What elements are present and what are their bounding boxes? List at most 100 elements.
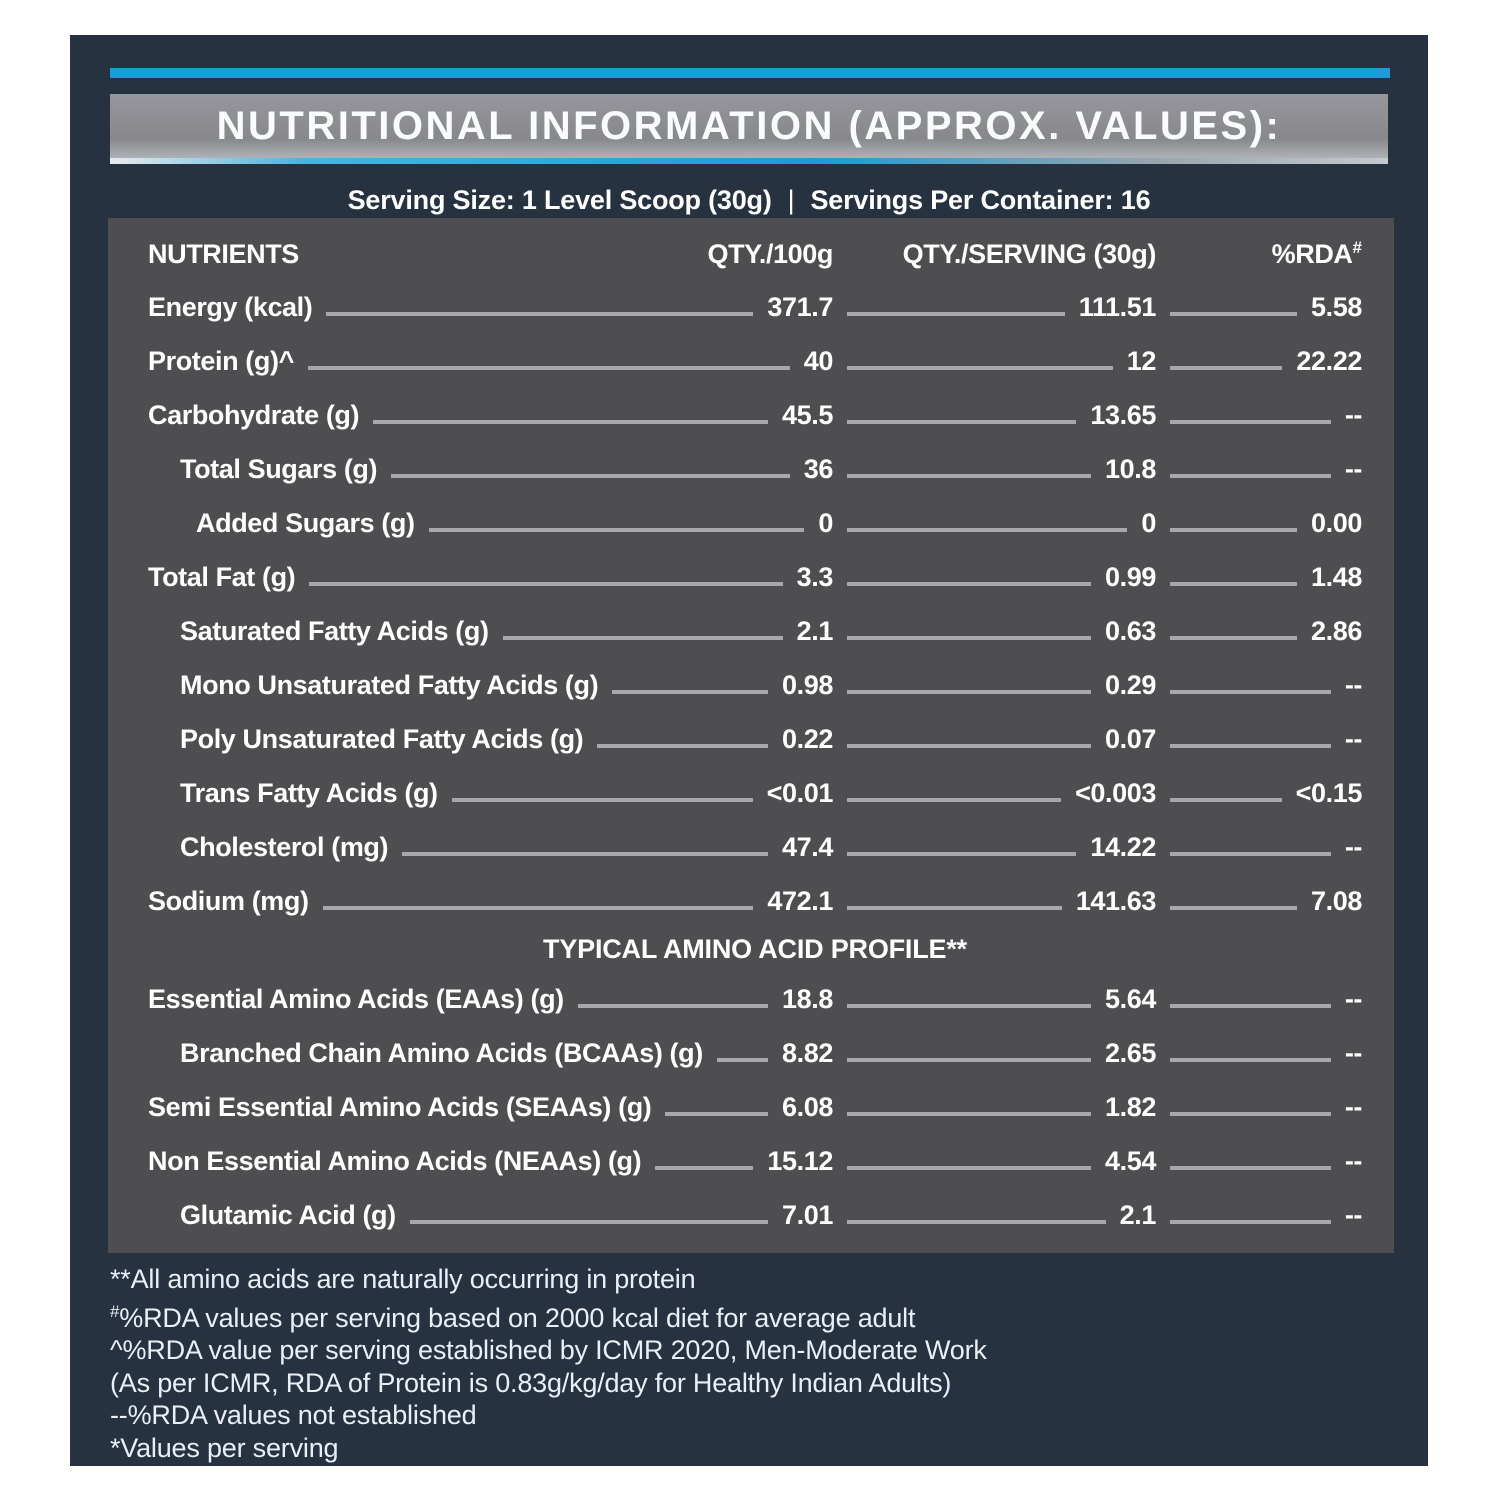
row-seg-rda: -- xyxy=(1156,984,1362,1015)
rda-value: -- xyxy=(1344,1038,1363,1068)
row-seg-label: Branched Chain Amino Acids (BCAAs) (g) 8.… xyxy=(148,1038,833,1069)
nutrition-table: NUTRIENTS QTY./100g QTY./SERVING (30g) %… xyxy=(108,218,1394,1253)
leader-line xyxy=(1170,798,1282,802)
row-seg-serving: 141.63 xyxy=(833,886,1156,917)
leader-line xyxy=(847,474,1092,478)
qty-per-serving-value: 14.22 xyxy=(1090,832,1156,862)
qty-per-serving-value: 111.51 xyxy=(1078,292,1157,322)
qty-per-100g-value: 6.08 xyxy=(782,1092,833,1122)
qty-per-100g-value: 36 xyxy=(803,454,834,484)
col-header-qty100: QTY./100g xyxy=(707,238,834,269)
row-seg-rda: -- xyxy=(1156,724,1362,755)
qty-per-100g-value: 45.5 xyxy=(782,400,833,430)
nutrient-label: Saturated Fatty Acids (g) xyxy=(180,616,489,646)
leader-line xyxy=(577,1004,769,1008)
nutrient-label: Branched Chain Amino Acids (BCAAs) (g) xyxy=(180,1038,703,1068)
leader-line xyxy=(847,366,1113,370)
header-seg-qtyserv: QTY./SERVING (30g) xyxy=(833,239,1157,270)
row-seg-label: Mono Unsaturated Fatty Acids (g) 0.98 xyxy=(148,670,833,701)
qty-per-serving-value: 0.29 xyxy=(1105,670,1156,700)
row-seg-rda: -- xyxy=(1156,1092,1362,1123)
rda-value: 1.48 xyxy=(1311,562,1362,592)
main-rows-section: Energy (kcal) 371.7 111.51 5.58 Protein (g)^… xyxy=(148,278,1362,926)
qty-per-serving-value: 2.65 xyxy=(1105,1038,1156,1068)
footnote-line: (As per ICMR, RDA of Protein is 0.83g/kg… xyxy=(110,1367,952,1398)
leader-line xyxy=(655,1166,754,1170)
rda-value: 22.22 xyxy=(1296,346,1362,376)
rda-value: -- xyxy=(1344,1092,1363,1122)
row-seg-serving: 0.99 xyxy=(833,562,1156,593)
leader-line xyxy=(409,1220,769,1224)
nutrition-label-panel: NUTRITIONAL INFORMATION (APPROX. VALUES)… xyxy=(70,35,1428,1466)
leader-line xyxy=(307,366,790,370)
leader-line xyxy=(402,852,769,856)
leader-line xyxy=(1170,582,1298,586)
leader-line xyxy=(322,906,754,910)
leader-line xyxy=(847,1166,1092,1170)
nutrient-label: Total Fat (g) xyxy=(148,562,296,592)
nutrient-label: Added Sugars (g) xyxy=(196,508,415,538)
leader-line xyxy=(1170,1112,1331,1116)
row-seg-serving: 0.29 xyxy=(833,670,1156,701)
leader-line xyxy=(1170,636,1298,640)
leader-line xyxy=(1170,474,1331,478)
leader-line xyxy=(847,420,1077,424)
serving-info: Serving Size: 1 Level Scoop (30g) | Servin… xyxy=(70,185,1428,216)
qty-per-100g-value: 0.98 xyxy=(782,670,833,700)
qty-per-serving-value: 4.54 xyxy=(1105,1146,1156,1176)
table-row: Branched Chain Amino Acids (BCAAs) (g) 8.… xyxy=(148,1024,1362,1078)
leader-line xyxy=(847,582,1092,586)
row-seg-rda: 5.58 xyxy=(1156,292,1362,323)
leader-line xyxy=(847,636,1092,640)
table-row: Cholesterol (mg) 47.4 14.22 -- xyxy=(148,818,1362,872)
leader-line xyxy=(597,744,769,748)
qty-per-serving-value: 141.63 xyxy=(1075,886,1157,916)
leader-line xyxy=(1170,312,1298,316)
table-row: Essential Amino Acids (EAAs) (g) 18.8 5.64… xyxy=(148,970,1362,1024)
qty-per-100g-value: 8.82 xyxy=(782,1038,833,1068)
leader-line xyxy=(502,636,783,640)
row-seg-serving: 0.63 xyxy=(833,616,1156,647)
qty-per-serving-value: 10.8 xyxy=(1105,454,1156,484)
table-row: Energy (kcal) 371.7 111.51 5.58 xyxy=(148,278,1362,332)
row-seg-label: Cholesterol (mg) 47.4 xyxy=(148,832,833,863)
qty-per-serving-value: 0.99 xyxy=(1105,562,1156,592)
row-seg-serving: 111.51 xyxy=(833,292,1156,323)
leader-line xyxy=(847,798,1062,802)
row-seg-serving: 0 xyxy=(833,508,1156,539)
nutrient-label: Semi Essential Amino Acids (SEAAs) (g) xyxy=(148,1092,652,1122)
table-row: Sodium (mg) 472.1 141.63 7.08 xyxy=(148,872,1362,926)
footnote-line: #%RDA values per serving based on 2000 k… xyxy=(110,1301,916,1333)
header-seg-nutrients: NUTRIENTS QTY./100g xyxy=(148,239,833,270)
leader-line xyxy=(847,906,1062,910)
row-seg-rda: -- xyxy=(1156,400,1362,431)
row-seg-rda: <0.15 xyxy=(1156,778,1362,809)
table-row: Trans Fatty Acids (g) <0.01 <0.003 <0.15 xyxy=(148,764,1362,818)
row-seg-label: Glutamic Acid (g) 7.01 xyxy=(148,1200,833,1231)
nutrient-label: Glutamic Acid (g) xyxy=(180,1200,396,1230)
rda-value: -- xyxy=(1344,454,1363,484)
leader-line xyxy=(847,312,1065,316)
footnote-line: **All amino acids are naturally occurrin… xyxy=(110,1264,696,1294)
rda-value: -- xyxy=(1344,832,1363,862)
footnote-line: --%RDA values not established xyxy=(110,1400,477,1430)
table-row: Total Sugars (g) 36 10.8 -- xyxy=(148,440,1362,494)
leader-line xyxy=(326,312,754,316)
amino-rows-section: Essential Amino Acids (EAAs) (g) 18.8 5.64… xyxy=(148,970,1362,1240)
col-header-nutrients: NUTRIENTS xyxy=(148,238,299,269)
leader-line xyxy=(847,852,1077,856)
leader-line xyxy=(847,1058,1092,1062)
row-seg-serving: 10.8 xyxy=(833,454,1156,485)
table-row: Mono Unsaturated Fatty Acids (g) 0.98 0.29… xyxy=(148,656,1362,710)
rda-value: -- xyxy=(1344,1146,1363,1176)
amino-section-title: TYPICAL AMINO ACID PROFILE** xyxy=(543,934,967,964)
nutrient-label: Non Essential Amino Acids (NEAAs) (g) xyxy=(148,1146,642,1176)
leader-line xyxy=(716,1058,769,1062)
table-row: Glutamic Acid (g) 7.01 2.1 -- xyxy=(148,1186,1362,1240)
footnotes: **All amino acids are naturally occurrin… xyxy=(110,1263,987,1464)
leader-line xyxy=(847,1004,1092,1008)
row-seg-serving: <0.003 xyxy=(833,778,1156,809)
qty-per-100g-value: 2.1 xyxy=(796,616,834,646)
qty-per-serving-value: 0.63 xyxy=(1105,616,1156,646)
table-row: Total Fat (g) 3.3 0.99 1.48 xyxy=(148,548,1362,602)
